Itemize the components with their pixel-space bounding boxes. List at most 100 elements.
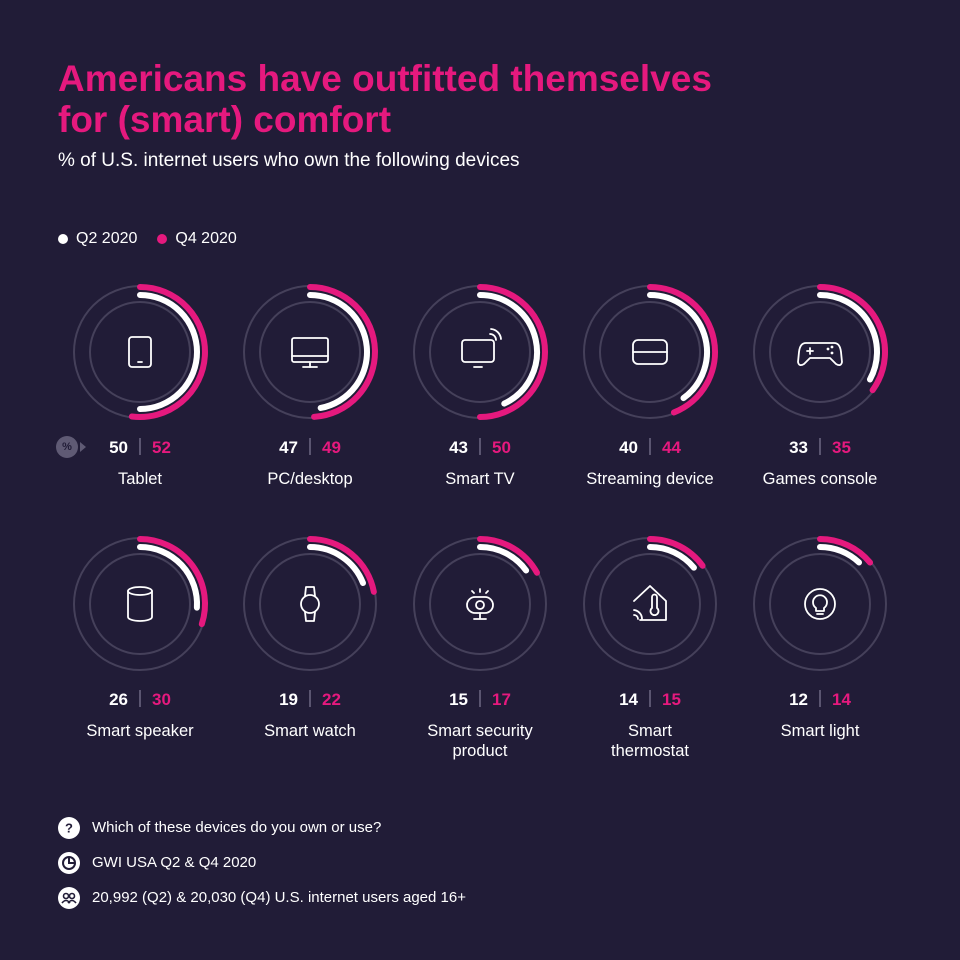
inner-circle (429, 301, 531, 403)
footer-base: 20,992 (Q2) & 20,030 (Q4) U.S. internet … (92, 889, 466, 906)
device-card-smart-light: 12 14 Smart light (753, 536, 887, 740)
inner-circle (769, 553, 871, 655)
source-logo-icon (58, 851, 80, 874)
value-q2-smart-light: 12 (789, 690, 808, 709)
chart-title: Americans have outfitted themselves for … (58, 58, 712, 140)
value-q4-smart-tv: 50 (492, 438, 511, 457)
arc-q4-smart-watch (307, 536, 377, 595)
footer-question-row: ? Which of these devices do you own or u… (58, 810, 466, 845)
device-label-pc-desktop: PC/desktop (267, 470, 352, 488)
footer-question: Which of these devices do you own or use… (92, 819, 382, 836)
value-q2-smart-tv: 43 (449, 438, 468, 457)
light-bulb-icon (804, 588, 836, 620)
value-q2-tablet: 50 (109, 438, 128, 457)
value-q4-games-console: 35 (832, 438, 851, 457)
footer-source: GWI USA Q2 & Q4 2020 (92, 854, 257, 871)
desktop-icon (291, 337, 329, 368)
value-q4-streaming-device: 44 (662, 438, 681, 457)
inner-circle (89, 553, 191, 655)
device-label-smart-light: Smart light (781, 722, 860, 740)
value-q2-streaming-device: 40 (619, 438, 638, 457)
value-q4-pc-desktop: 49 (322, 438, 341, 457)
inner-circle (599, 301, 701, 403)
inner-circle (259, 553, 361, 655)
device-card-pc-desktop: 47 49 PC/desktop (243, 284, 378, 488)
device-label-smart-security-product: Smart security (427, 722, 533, 740)
arc-q2-pc-desktop (307, 292, 370, 411)
value-q2-smart-thermostat: 14 (619, 690, 638, 709)
inner-circle (429, 553, 531, 655)
device-label-smart-thermostat: Smart (628, 722, 672, 740)
device-label-streaming-device: Streaming device (586, 470, 713, 488)
arc-q4-pc-desktop (307, 284, 378, 420)
arc-q2-games-console (817, 292, 880, 383)
inner-circle (769, 301, 871, 403)
chart-subtitle: % of U.S. internet users who own the fol… (58, 150, 520, 171)
arc-q2-smart-thermostat (647, 544, 697, 571)
value-q2-smart-watch: 19 (279, 690, 298, 709)
arc-q4-tablet (128, 284, 208, 420)
arc-q2-smart-security-product (477, 544, 530, 574)
arc-q2-tablet (137, 292, 200, 412)
legend-label-q2: Q2 2020 (76, 230, 138, 247)
footer-source-row: GWI USA Q2 & Q4 2020 (58, 845, 466, 880)
percent-badge: % (56, 436, 78, 458)
value-q4-smart-light: 14 (832, 690, 851, 709)
arc-q4-smart-tv (477, 284, 548, 420)
footer: ? Which of these devices do you own or u… (58, 810, 466, 915)
percent-arrow-icon (80, 442, 86, 452)
device-card-smart-tv: 43 50 Smart TV (413, 284, 548, 488)
arc-q4-smart-security-product (477, 536, 540, 576)
arc-q2-streaming-device (647, 292, 710, 402)
legend-dot-q2 (58, 234, 68, 244)
value-q4-smart-security-product: 17 (492, 690, 511, 709)
value-q2-games-console: 33 (789, 438, 808, 457)
arc-q4-streaming-device (647, 284, 718, 416)
inner-circle (599, 553, 701, 655)
device-card-games-console: 33 35 Games console (753, 284, 888, 488)
value-q4-smart-watch: 22 (322, 690, 341, 709)
arc-q2-smart-watch (307, 544, 366, 587)
inner-circle (259, 301, 361, 403)
device-label-smart-speaker: Smart speaker (86, 722, 194, 740)
tablet-icon (128, 336, 152, 368)
arc-q4-smart-thermostat (647, 536, 706, 569)
device-label-games-console: Games console (763, 470, 878, 488)
device-card-streaming-device: 40 44 Streaming device (583, 284, 718, 488)
legend-item-q2: Q2 2020 (58, 230, 137, 248)
legend: Q2 2020 Q4 2020 (58, 230, 257, 248)
value-q2-smart-security-product: 15 (449, 690, 468, 709)
device-card-tablet: 50 52 Tablet (73, 284, 208, 488)
arc-q4-games-console (817, 284, 888, 394)
value-q2-pc-desktop: 47 (279, 438, 298, 457)
footer-base-row: 20,992 (Q2) & 20,030 (Q4) U.S. internet … (58, 880, 466, 915)
security-camera-icon (466, 588, 494, 620)
device-label-smart-thermostat: thermostat (611, 742, 689, 760)
device-card-smart-speaker: 26 30 Smart speaker (73, 536, 208, 740)
arc-q2-smart-tv (477, 292, 540, 407)
legend-item-q4: Q4 2020 (157, 230, 237, 248)
arc-q4-smart-light (817, 536, 874, 566)
arc-q2-smart-speaker (137, 544, 200, 611)
inner-circle (89, 301, 191, 403)
arc-q4-smart-speaker (137, 536, 208, 628)
users-icon (58, 886, 80, 909)
value-q4-smart-speaker: 30 (152, 690, 171, 709)
streaming-device-icon (632, 339, 668, 365)
speaker-icon (127, 586, 153, 622)
device-label-tablet: Tablet (118, 470, 162, 488)
device-card-smart-watch: 19 22 Smart watch (243, 536, 377, 740)
device-label-smart-security-product: product (452, 742, 507, 760)
watch-icon (300, 586, 320, 622)
legend-dot-q4 (157, 234, 168, 244)
gamepad-icon (797, 342, 843, 367)
value-q4-smart-thermostat: 15 (662, 690, 681, 709)
thermostat-icon (633, 585, 667, 621)
device-card-smart-security-product: 15 17 Smart security product (413, 536, 547, 760)
svg-text:?: ? (65, 820, 73, 835)
arc-q2-smart-light (817, 544, 863, 566)
value-q4-tablet: 52 (152, 438, 171, 457)
device-label-smart-tv: Smart TV (445, 470, 514, 488)
question-icon: ? (58, 816, 80, 839)
